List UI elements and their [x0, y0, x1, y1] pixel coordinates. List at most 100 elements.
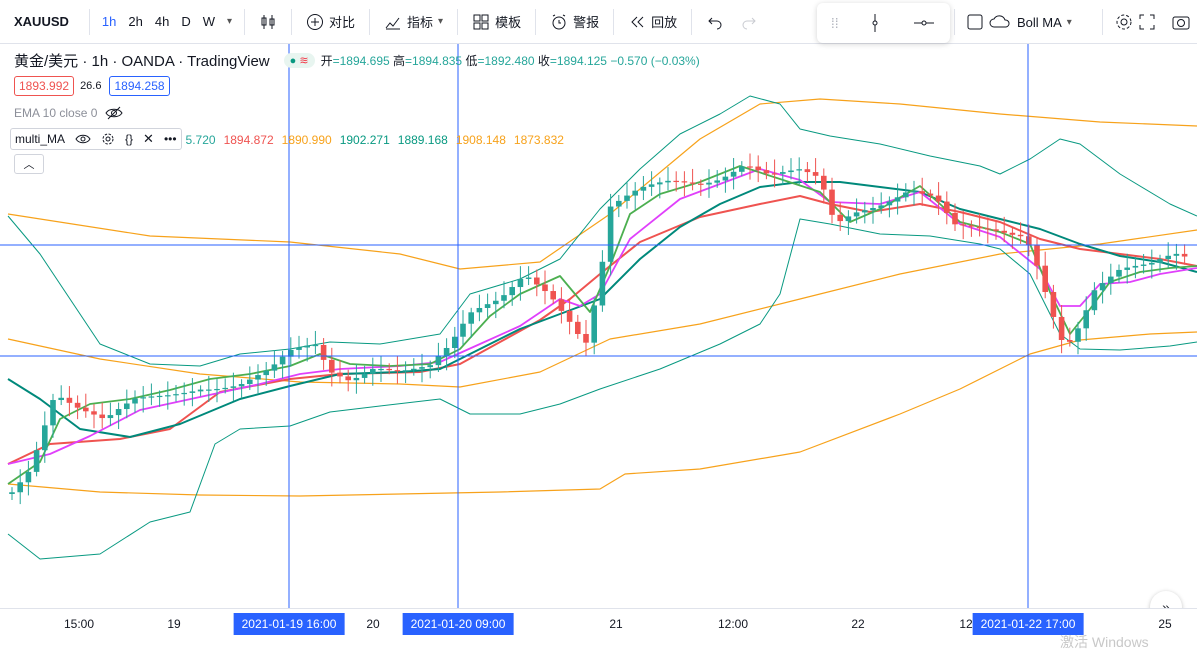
candle-body: [788, 170, 794, 173]
candle-body: [886, 201, 893, 206]
candle-body: [1009, 232, 1016, 235]
candle-body: [1083, 310, 1089, 329]
collapse-legend-button[interactable]: ︿: [14, 154, 44, 174]
candle-body: [50, 400, 56, 426]
bollinger-lower-line: [7, 218, 1197, 560]
indicators-label: 指标: [407, 15, 434, 30]
indicator-select-label: Boll MA: [1017, 14, 1062, 30]
candle-body: [17, 482, 23, 493]
candle-body: [378, 368, 384, 371]
candle-body: [944, 201, 950, 213]
drag-handle-icon[interactable]: ⁞⁞: [830, 15, 839, 31]
interval-chevron-down-icon[interactable]: ▾: [226, 16, 233, 27]
indicator-select[interactable]: Boll MA ▾: [980, 0, 1080, 44]
candle-body: [796, 169, 802, 171]
time-tick: 25: [1158, 617, 1172, 631]
candle-body: [935, 195, 942, 202]
undo-button[interactable]: [698, 0, 732, 44]
chart-type-button[interactable]: [251, 0, 285, 44]
double-chevron-right-icon: »: [1162, 599, 1170, 615]
candle-body: [821, 175, 827, 190]
fullscreen-button[interactable]: [1130, 0, 1164, 44]
buy-price-button[interactable]: 1894.258: [109, 76, 170, 96]
chevron-up-icon: ︿: [23, 159, 35, 171]
candle-body: [739, 166, 745, 172]
snapshot-button[interactable]: [1163, 0, 1197, 44]
indicators-icon: [385, 17, 401, 29]
cloud-icon: [989, 15, 1010, 28]
templates-button[interactable]: 模板: [464, 0, 529, 44]
open-value: 1894.695: [339, 54, 390, 68]
candle-body: [755, 166, 761, 171]
candle-body: [607, 206, 614, 262]
candle-body: [1058, 316, 1065, 340]
gear-icon[interactable]: [101, 132, 115, 146]
ema-label: EMA 10 close 0: [14, 106, 98, 120]
price-chart[interactable]: 黄金/美元 · 1h · OANDA · TradingView ● ≋ 开=1…: [0, 44, 1197, 631]
time-axis[interactable]: 15:00 19 20 21 12:00 22 12 25 2021-01-19…: [0, 608, 1197, 647]
candle-body: [304, 345, 310, 348]
high-value: 1894.835: [412, 54, 463, 68]
eye-hidden-icon[interactable]: [105, 106, 123, 120]
candle-body: [58, 397, 64, 401]
candle-body: [509, 287, 515, 296]
candle-body: [255, 375, 261, 380]
market-status-badge[interactable]: ● ≋: [283, 53, 315, 68]
candle-body: [296, 347, 302, 350]
interval-4h[interactable]: 4h: [154, 14, 170, 29]
candle-body: [624, 195, 630, 201]
candle-body: [443, 347, 450, 357]
candle-body: [288, 349, 294, 357]
more-icon[interactable]: •••: [163, 132, 177, 146]
symbol-label[interactable]: XAUUSD: [14, 14, 69, 29]
multi-ma-value: 1873.832: [513, 132, 564, 147]
settings-button[interactable]: [1088, 0, 1142, 44]
sell-price-button[interactable]: 1893.992: [14, 76, 75, 96]
candle-body: [386, 368, 392, 371]
close-icon[interactable]: ✕: [143, 131, 154, 146]
interval-1h[interactable]: 1h: [101, 14, 117, 29]
candle-body: [173, 394, 179, 396]
replay-button[interactable]: 回放: [620, 0, 685, 44]
layout-button[interactable]: [940, 0, 992, 44]
candle-body: [1075, 328, 1081, 342]
replay-label: 回放: [651, 15, 678, 30]
candle-body: [771, 173, 778, 175]
low-label: 低: [465, 54, 478, 68]
multi-ma-value: 1890.990: [281, 132, 332, 147]
redo-button[interactable]: [732, 0, 766, 44]
candle-body: [616, 200, 622, 207]
candle-body: [1042, 265, 1048, 292]
interval-d[interactable]: D: [181, 14, 191, 29]
candle-body: [181, 392, 187, 395]
compare-button[interactable]: 对比: [298, 0, 363, 44]
close-label: 收: [537, 54, 550, 68]
alert-button[interactable]: 警报: [542, 0, 607, 44]
spread-value: 26.6: [80, 80, 102, 92]
candle-body: [9, 492, 15, 494]
multi-ma-controls: multi_MA {} ✕ •••: [10, 128, 182, 150]
eye-icon[interactable]: [75, 133, 91, 145]
chart-canvas[interactable]: [0, 44, 1197, 608]
chevron-down-icon: ▾: [1066, 16, 1072, 28]
vertical-line-tool-icon[interactable]: [866, 12, 884, 34]
candle-body: [517, 278, 524, 288]
candle-body: [222, 387, 228, 390]
multi-ma-name[interactable]: multi_MA: [15, 132, 66, 146]
source-code-icon[interactable]: {}: [125, 132, 134, 146]
candle-body: [927, 193, 934, 196]
interval-w[interactable]: W: [202, 14, 215, 29]
candle-body: [337, 372, 343, 377]
candle-body: [730, 171, 737, 177]
candle-body: [419, 367, 425, 369]
candle-body: [411, 368, 417, 371]
top-toolbar: XAUUSD 1h 2h 4h D W ▾ 对比 指标 ▾ 模板 警报 回放: [0, 0, 1197, 44]
candle-body: [501, 295, 507, 301]
candle-body: [107, 415, 114, 419]
multi-ma-legend: multi_MA {} ✕ ••• 5.720 1894.872 1890.990 1…: [10, 128, 572, 150]
crosshair-time-tag: 2021-01-19 16:00: [233, 613, 345, 635]
interval-2h[interactable]: 2h: [128, 14, 143, 29]
indicators-button[interactable]: 指标 ▾: [376, 0, 451, 44]
horizontal-line-tool-icon[interactable]: [912, 14, 936, 32]
candle-body: [484, 304, 491, 308]
